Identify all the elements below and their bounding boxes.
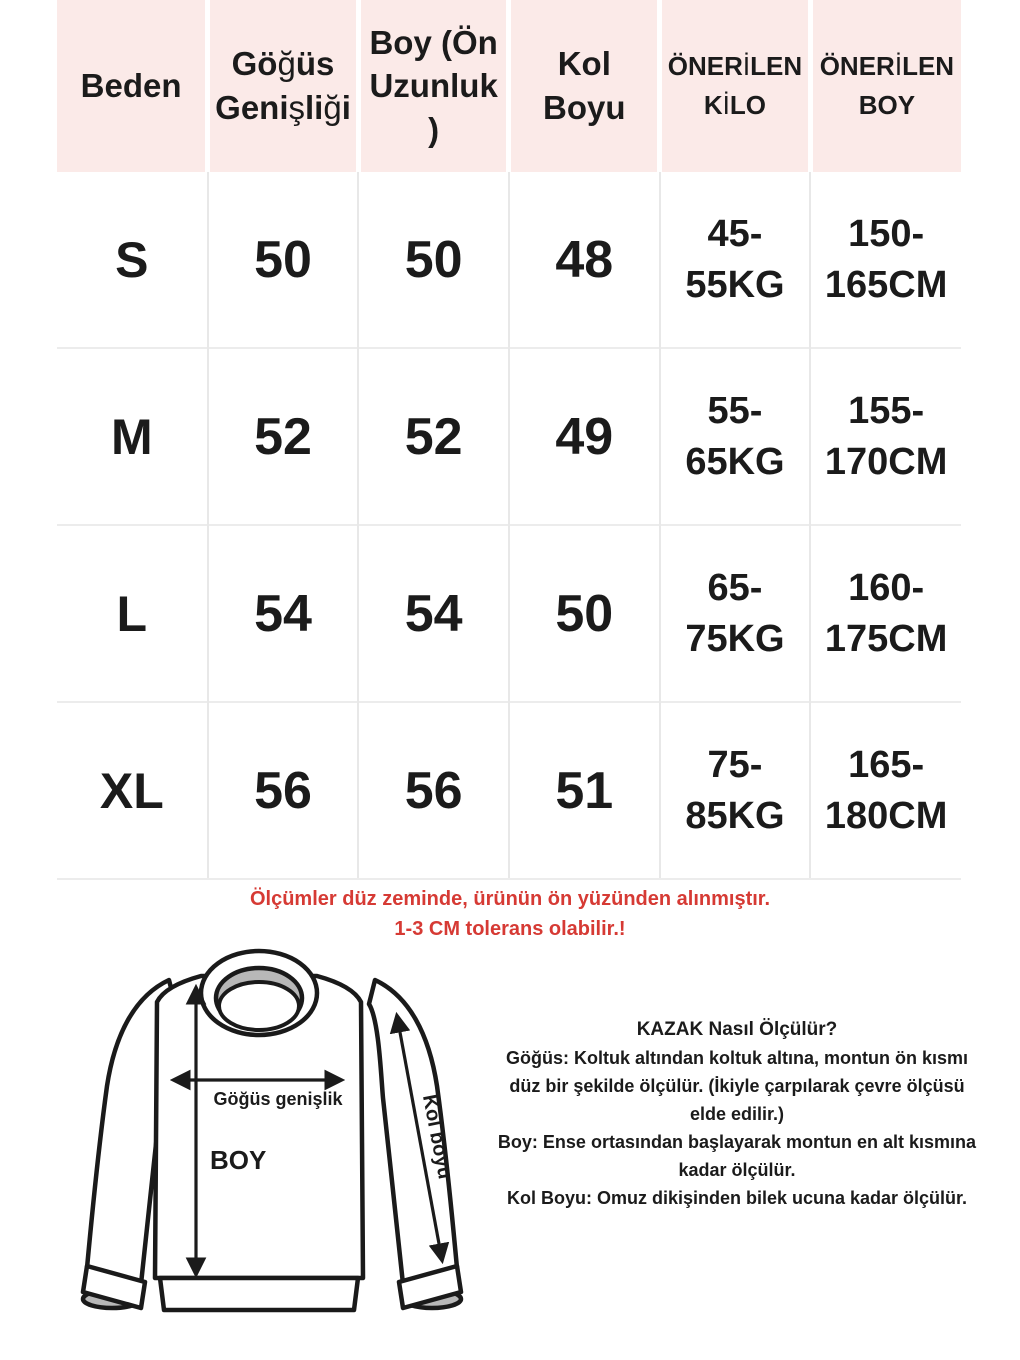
hem-band bbox=[157, 1275, 361, 1313]
right-cuff bbox=[396, 1263, 464, 1311]
instruction-sleeve: Kol Boyu: Omuz dikişinden bilek ucuna ka… bbox=[506, 1188, 968, 1208]
col-header-2: Boy (Ön Uzunluk) bbox=[355, 0, 509, 172]
value-cell: 150- 165CM bbox=[809, 172, 961, 348]
size-label-cell: XL bbox=[57, 701, 208, 880]
value-cell: 50 bbox=[507, 524, 660, 702]
size-table: Beden Göğüs Genişliği Boy (Ön Uzunluk) Kol … bbox=[57, 0, 961, 880]
size-table-header: Beden Göğüs Genişliği Boy (Ön Uzunluk) Kol … bbox=[57, 0, 961, 172]
instructions-title: KAZAK Nasıl Ölçülür? bbox=[636, 1019, 838, 1040]
value-cell: 54 bbox=[206, 524, 359, 702]
header-row: Beden Göğüs Genişliği Boy (Ön Uzunluk) Kol … bbox=[57, 0, 961, 172]
note-line-2: 1-3 CM tolerans olabilir.! bbox=[394, 918, 626, 940]
measurement-note: Ölçümler düz zeminde, ürünün ön yüzünden… bbox=[0, 884, 1020, 944]
size-label-cell: M bbox=[57, 347, 208, 525]
length-label: BOY bbox=[210, 1145, 266, 1175]
size-label-cell: L bbox=[57, 524, 208, 702]
torso bbox=[152, 973, 366, 1281]
value-cell: 52 bbox=[357, 347, 509, 525]
value-cell: 48 bbox=[507, 172, 660, 348]
value-cell: 55- 65KG bbox=[658, 347, 811, 525]
instruction-length: Boy: Ense ortasından başlayarak montun e… bbox=[497, 1132, 977, 1180]
value-cell: 49 bbox=[507, 347, 660, 525]
value-cell: 50 bbox=[206, 172, 359, 348]
value-cell: 155- 170CM bbox=[809, 347, 961, 525]
size-label-cell: S bbox=[57, 172, 208, 348]
collar-front bbox=[217, 980, 301, 1032]
value-cell: 165- 180CM bbox=[809, 701, 961, 880]
value-cell: 56 bbox=[206, 701, 359, 880]
instruction-chest: Göğüs: Koltuk altından koltuk altına, mo… bbox=[505, 1048, 968, 1124]
col-header-1: Göğüs Genişliği bbox=[205, 0, 359, 172]
size-row-M: M 52 52 49 55- 65KG 155- 170CM bbox=[57, 347, 961, 525]
value-cell: 50 bbox=[357, 172, 509, 348]
col-header-3: Kol Boyu bbox=[506, 0, 660, 172]
sweater-outline-image: Göğüs genişlik BOY Kol boyu bbox=[80, 948, 464, 1313]
size-table-body: S 50 50 48 45- 55KG 150- 165CM M 52 52 49 55- 65KG… bbox=[57, 172, 961, 880]
left-cuff bbox=[80, 1263, 148, 1311]
col-header-4: ÖNERİLEN KİLO bbox=[657, 0, 811, 172]
value-cell: 56 bbox=[357, 701, 509, 880]
value-cell: 45- 55KG bbox=[658, 172, 811, 348]
size-row-L: L 54 54 50 65- 75KG 160- 175CM bbox=[57, 524, 961, 702]
value-cell: 65- 75KG bbox=[658, 524, 811, 702]
value-cell: 54 bbox=[357, 524, 509, 702]
col-header-0: Beden bbox=[57, 0, 208, 172]
instructions-text-block: KAZAK Nasıl Ölçülür? Göğüs: Koltuk altın… bbox=[491, 1016, 983, 1212]
measurement-instructions: KAZAK Nasıl Ölçülür? Göğüs: Koltuk altın… bbox=[487, 948, 987, 1360]
bottom-section: Göğüs genişlik BOY Kol boyu KAZAK Nasıl … bbox=[57, 948, 1007, 1360]
value-cell: 160- 175CM bbox=[809, 524, 961, 702]
value-cell: 51 bbox=[507, 701, 660, 880]
col-header-5: ÖNERİLEN BOY bbox=[807, 0, 961, 172]
value-cell: 52 bbox=[206, 347, 359, 525]
chest-label: Göğüs genişlik bbox=[213, 1089, 343, 1109]
size-row-XL: XL 56 56 51 75- 85KG 165- 180CM bbox=[57, 701, 961, 880]
size-row-S: S 50 50 48 45- 55KG 150- 165CM bbox=[57, 172, 961, 348]
note-line-1: Ölçümler düz zeminde, ürünün ön yüzünden… bbox=[249, 888, 771, 910]
sweater-diagram: Göğüs genişlik BOY Kol boyu bbox=[57, 948, 487, 1360]
value-cell: 75- 85KG bbox=[658, 701, 811, 880]
sleeve-arrow bbox=[389, 1011, 450, 1265]
